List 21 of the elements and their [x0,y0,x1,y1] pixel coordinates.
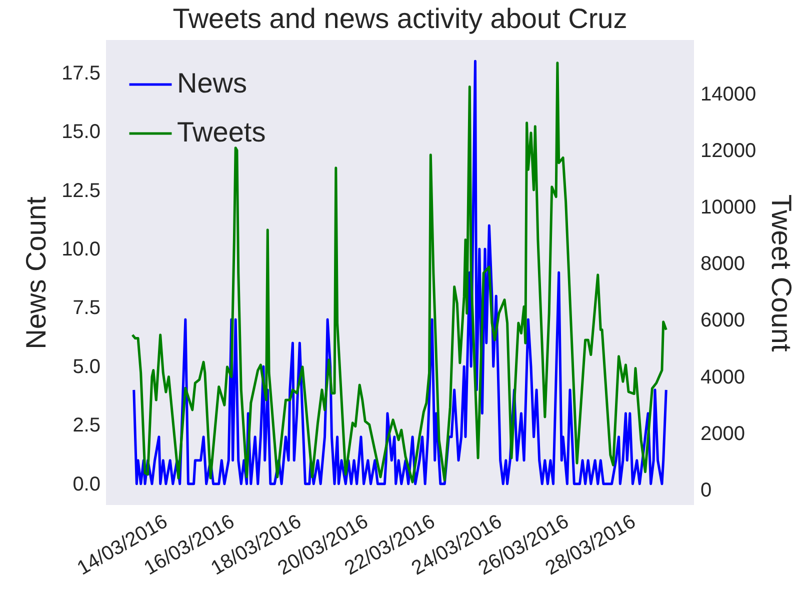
y2-axis-title: Tweet Count [766,194,798,352]
y-tick-label: 10.0 [62,238,100,261]
y-tick-label: 12.5 [62,180,100,202]
y-tick-label: 15.0 [62,121,100,144]
y2-tick-label: 0 [700,480,712,502]
y2-tick-label: 6000 [700,310,745,332]
y-tick-label: 5.0 [72,356,100,378]
y2-tick-label: 12000 [700,140,756,162]
y-tick-label: 17.5 [62,62,100,84]
y2-tick-label: 4000 [700,366,745,388]
y-tick-label: 2.5 [72,414,100,437]
y2-tick-label: 10000 [700,196,756,218]
legend-label: Tweets [177,116,266,148]
y-tick-label: 0.0 [72,473,100,496]
y2-tick-label: 8000 [700,253,745,276]
y-tick-label: 7.5 [72,297,100,320]
y2-tick-label: 14000 [700,83,756,106]
chart-title: Tweets and news activity about Cruz [172,3,628,34]
y-axis-title: News Count [20,196,52,350]
legend-label: News [177,68,248,98]
y2-tick-label: 2000 [700,422,745,445]
